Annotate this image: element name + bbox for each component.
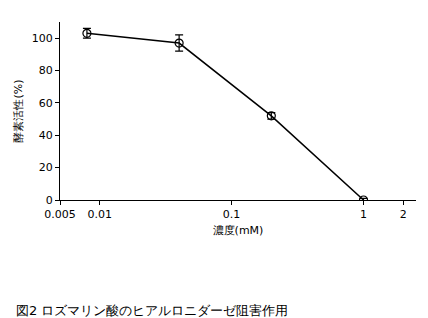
svg-text:60: 60 [39, 97, 53, 110]
svg-text:0.1: 0.1 [223, 208, 241, 221]
svg-text:1: 1 [360, 208, 367, 221]
svg-text:20: 20 [39, 161, 53, 174]
svg-text:0.01: 0.01 [87, 208, 112, 221]
svg-text:0.005: 0.005 [44, 208, 76, 221]
svg-text:80: 80 [39, 64, 53, 77]
svg-text:2: 2 [400, 208, 407, 221]
svg-text:40: 40 [39, 129, 53, 142]
svg-text:酵素活性(%): 酵素活性(%) [12, 79, 25, 142]
svg-text:100: 100 [32, 32, 53, 45]
svg-text:0: 0 [46, 194, 53, 207]
svg-text:図2 ロズマリン酸のヒアルロニダーゼ阻害作用: 図2 ロズマリン酸のヒアルロニダーゼ阻害作用 [16, 303, 288, 318]
svg-text:濃度(mM): 濃度(mM) [213, 224, 264, 237]
